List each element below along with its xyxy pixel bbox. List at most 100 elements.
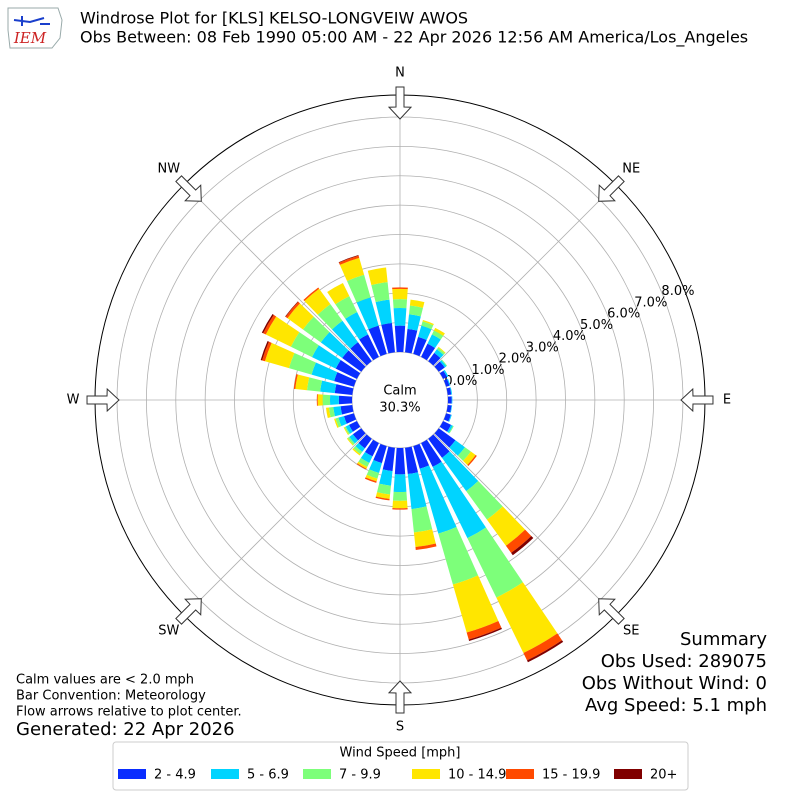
flow-arrow [598, 598, 625, 625]
bar-segment [338, 255, 360, 265]
bar-segment [366, 469, 380, 479]
flow-arrow [680, 387, 714, 413]
bar-segment [452, 575, 499, 633]
note: Bar Convention: Meteorology [16, 689, 206, 704]
flow-arrow [387, 680, 413, 714]
legend-swatch [614, 769, 642, 779]
bar-segment [347, 436, 355, 445]
bar-segment [394, 325, 406, 353]
bar-segment [468, 627, 502, 641]
bar-segment [345, 424, 353, 434]
bar-segment [449, 440, 465, 456]
bar-segment [334, 372, 357, 387]
calm-value: 30.3% [379, 401, 420, 416]
grid-spoke [184, 184, 367, 367]
bar-segment [343, 427, 349, 436]
bar-segment [359, 334, 379, 361]
bar-segment [449, 387, 453, 395]
grid-spoke [433, 433, 616, 616]
bar-segment [311, 345, 341, 369]
bar-segment [262, 341, 272, 362]
bar-segment [338, 255, 359, 263]
bar-segment [392, 299, 408, 309]
bar-segment [348, 421, 361, 432]
bar-segment [418, 325, 432, 341]
bar-segment [466, 620, 502, 640]
bar-segment [505, 529, 532, 553]
bar-segment [340, 405, 354, 415]
bar-segment [320, 331, 349, 358]
bar-segment [322, 394, 331, 406]
legend-label: 5 - 6.9 [247, 768, 289, 783]
bar-segment [295, 374, 310, 391]
bar-segment [285, 301, 300, 319]
bar-segment [287, 303, 314, 330]
bar-segment [345, 311, 369, 340]
bar-segment [421, 439, 442, 467]
bar-segment [316, 394, 318, 406]
bar-segment [347, 274, 371, 303]
generated: Generated: 22 Apr 2026 [16, 719, 235, 740]
bar-segment [432, 461, 486, 539]
bar-segment [358, 434, 372, 449]
bar-segment [373, 443, 387, 464]
bar-segment [260, 341, 269, 361]
y-tick-label: 1.0% [471, 363, 504, 378]
bar-segment [511, 535, 534, 556]
bar-segment [371, 282, 390, 303]
legend-title: Wind Speed [mph] [340, 746, 461, 761]
legend-box [112, 741, 689, 791]
bar-segment [447, 396, 452, 404]
bar-segment [350, 342, 372, 366]
bar-segment [355, 442, 365, 452]
bar-segment [447, 378, 451, 386]
bar-segment [357, 461, 368, 469]
bar-segment [421, 343, 436, 361]
bar-segment [451, 396, 453, 404]
bar-segment [393, 474, 407, 493]
legend-swatch [506, 769, 534, 779]
bar-segment [360, 451, 373, 463]
bar-segment [375, 299, 392, 325]
bar-segment [415, 543, 437, 550]
bar-segment [375, 496, 390, 501]
bar-segment [413, 336, 427, 357]
bar-segment [443, 369, 449, 378]
direction-label: NW [157, 161, 180, 176]
bar-segment [334, 384, 354, 395]
bar-segment [428, 352, 441, 366]
bar-segment [382, 446, 395, 472]
logo-mark [13, 16, 50, 26]
bar-segment [393, 307, 407, 326]
bar-segment [346, 438, 354, 446]
bar-segment [264, 342, 295, 369]
bar-segment [375, 492, 391, 499]
chart-subtitle: Obs Between: 08 Feb 1990 05:00 AM - 22 A… [80, 28, 748, 48]
bars [260, 255, 564, 663]
bar-segment [441, 359, 448, 367]
bar-segment [342, 350, 366, 372]
y-tick-label: 0.0% [444, 374, 477, 389]
bar-segment [407, 472, 427, 510]
bar-segment [467, 527, 523, 598]
bar-segment [405, 446, 419, 475]
bar-segment [463, 451, 476, 465]
note: Flow arrows relative to plot center. [16, 705, 242, 720]
bar-segment [368, 325, 387, 357]
legend-label: 15 - 19.9 [542, 768, 600, 783]
bar-segment [439, 360, 447, 368]
bar-segment [434, 361, 445, 372]
summary: Summary [680, 629, 767, 650]
bar-segment [439, 421, 452, 432]
direction-label: E [723, 393, 731, 408]
calm-label: Calm [383, 384, 416, 399]
bar-segment [338, 395, 353, 405]
legend-swatch [303, 769, 331, 779]
flow-arrow [598, 175, 625, 202]
y-tick-label: 4.0% [553, 329, 586, 344]
summary: Obs Used: 289075 [601, 651, 767, 672]
bar-segment [304, 288, 331, 315]
bar-segment [349, 434, 359, 444]
bar-segment [377, 483, 391, 495]
